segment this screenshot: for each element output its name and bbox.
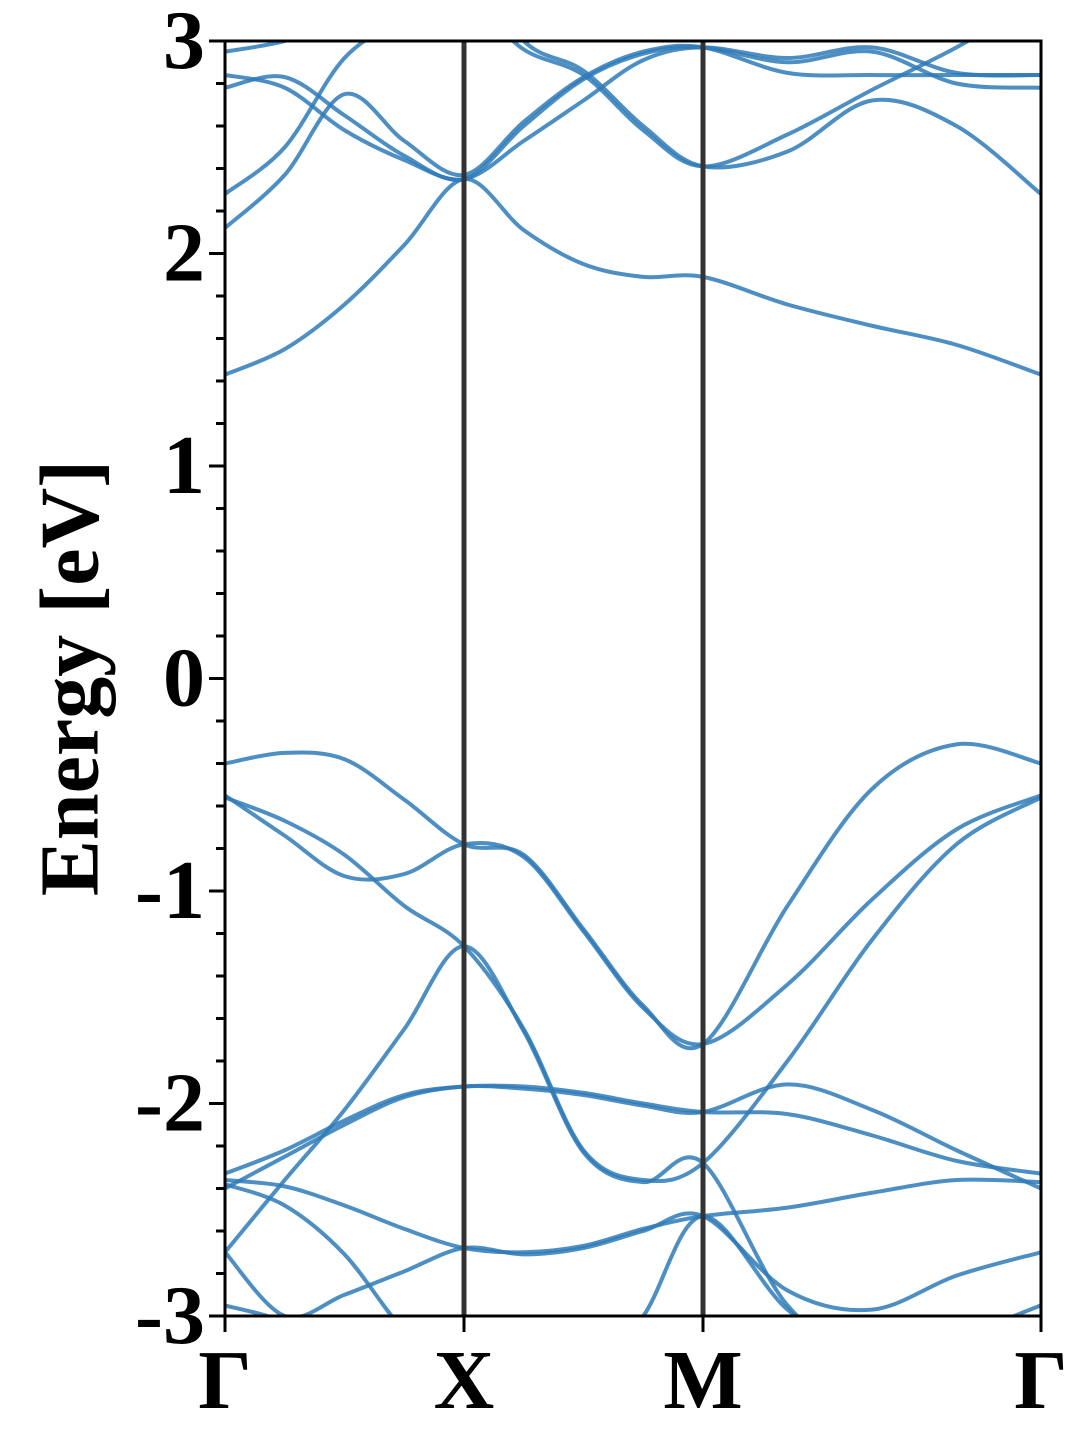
band-line: [225, 45, 1041, 182]
bands: [225, 41, 1041, 1316]
band-line: [225, 793, 1041, 1047]
band-line: [225, 177, 1041, 377]
x-tick-label: Γ: [1014, 1334, 1067, 1427]
band-line: [225, 43, 1041, 230]
y-tick-label: 2: [163, 207, 205, 300]
band-line: [225, 41, 973, 196]
y-tick-label: 0: [163, 632, 205, 725]
band-line: [225, 944, 1041, 1316]
band-line: [225, 1182, 799, 1316]
band-line: [225, 1082, 1041, 1191]
x-tick-label: Γ: [198, 1334, 251, 1427]
y-axis-label: Energy [eV]: [23, 460, 116, 896]
band-line: [225, 741, 1041, 1051]
y-tick-label: -3: [135, 1269, 205, 1362]
y-tick-label: -2: [135, 1057, 205, 1150]
x-tick-label: X: [434, 1334, 495, 1427]
band-line: [225, 1303, 274, 1316]
band-line: [225, 1177, 1041, 1255]
plot-frame: [223, 39, 1043, 1318]
x-tick-label: M: [663, 1334, 742, 1427]
y-tick-label: 1: [163, 419, 205, 512]
band-line: [225, 1083, 1041, 1176]
y-tick-label: -1: [135, 844, 205, 937]
band-line: [225, 41, 1041, 196]
band-line: [225, 45, 1041, 182]
y-tick-label: 3: [163, 0, 205, 87]
band-line: [225, 1211, 1041, 1316]
